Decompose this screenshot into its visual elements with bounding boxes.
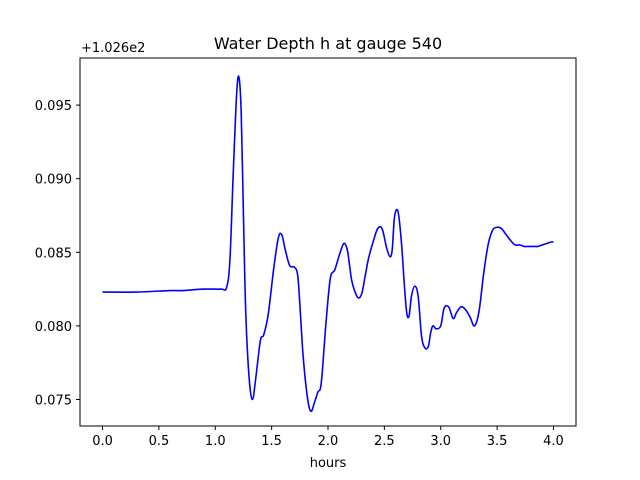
- x-tick-label: 1.5: [261, 434, 282, 449]
- y-tick-label: 0.095: [35, 99, 72, 114]
- x-tick-label: 0.5: [149, 434, 170, 449]
- y-tick-label: 0.085: [35, 246, 72, 261]
- series-line: [102, 75, 554, 413]
- x-tick-label: 3.5: [487, 434, 508, 449]
- x-tick-label: 4.0: [543, 434, 564, 449]
- y-tick-label: 0.090: [35, 173, 72, 188]
- x-tick-label: 1.0: [205, 434, 226, 449]
- y-offset-label: +1.026e2: [81, 41, 145, 56]
- y-tick-label: 0.080: [35, 320, 72, 335]
- x-axis-label: hours: [310, 456, 347, 471]
- x-tick-label: 0.0: [92, 434, 113, 449]
- x-tick-label: 3.0: [430, 434, 451, 449]
- x-tick-label: 2.5: [374, 434, 395, 449]
- chart-title: Water Depth h at gauge 540: [214, 34, 442, 53]
- y-tick-label: 0.075: [35, 394, 72, 409]
- x-axis: 0.0 0.5 1.0 1.5 2.0 2.5 3.0 3.5 4.0: [92, 426, 564, 449]
- x-tick-label: 2.0: [318, 434, 339, 449]
- y-axis: 0.075 0.080 0.085 0.090 0.095: [35, 99, 80, 409]
- plot-area: [102, 75, 554, 413]
